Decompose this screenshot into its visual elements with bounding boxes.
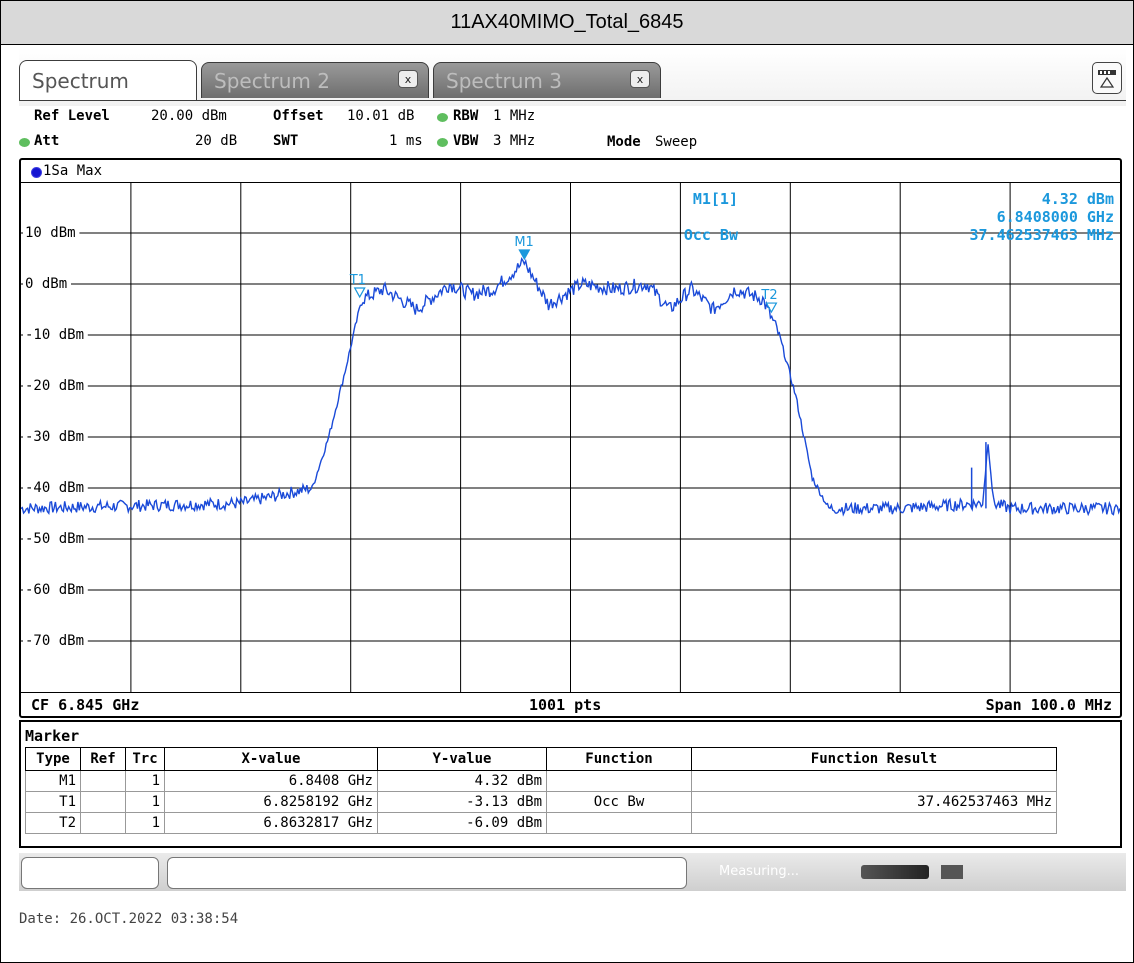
att-value: 20 dB — [195, 133, 238, 149]
mode-value: Sweep — [655, 134, 698, 150]
column-header: Type — [25, 747, 81, 771]
marker-readout-value: 4.32 dBm — [1041, 190, 1114, 208]
y-tick-label: 10 dBm — [25, 225, 76, 241]
y-tick-label-bg — [23, 223, 80, 239]
swt-label: SWT — [273, 133, 299, 149]
marker-t2-label: T2 — [760, 288, 777, 303]
marker-table: Type Ref Trc X-value Y-value Function Fu… — [25, 747, 1057, 834]
rbw-status-icon — [437, 113, 448, 122]
sweep-points: 1001 pts — [529, 696, 602, 714]
table-row[interactable]: M1 1 6.8408 GHz 4.32 dBm — [25, 770, 1057, 792]
y-tick-label: -60 dBm — [25, 582, 84, 598]
y-tick-label-bg — [23, 478, 88, 494]
column-header: Function Result — [691, 747, 1057, 771]
spectrum-trace-chart: 10 dBm 0 dBm -10 dBm -20 dBm -30 dBm -40 dBm -… — [21, 182, 1120, 692]
att-status-icon — [19, 138, 30, 147]
progress-bar — [861, 865, 929, 879]
y-tick-label-bg — [23, 529, 88, 545]
vbw-status-icon — [437, 138, 448, 147]
y-tick-label: -20 dBm — [25, 378, 84, 394]
tab-label: Spectrum 2 — [214, 68, 330, 93]
marker-t1-label: T1 — [349, 273, 366, 288]
y-tick-label: -40 dBm — [25, 480, 84, 496]
status-button-left[interactable] — [21, 857, 159, 889]
function-readout-name: Occ Bw — [683, 226, 738, 244]
display-toggle-button[interactable] — [1092, 62, 1122, 94]
marker-readout-freq: 6.8408000 GHz — [996, 208, 1114, 226]
frequency-span: Span 100.0 MHz — [985, 696, 1112, 714]
marker-m1-symbol — [518, 249, 531, 261]
y-tick-label: -70 dBm — [25, 633, 84, 649]
marker-m1-label: M1 — [514, 235, 534, 250]
tab-label: Spectrum — [32, 68, 129, 93]
indicator-icon — [941, 865, 963, 879]
close-tab-icon[interactable]: x — [398, 70, 418, 88]
function-readout-value: 37.462537463 MHz — [969, 226, 1115, 244]
table-row[interactable]: T1 1 6.8258192 GHz -3.13 dBm Occ Bw 37.4… — [25, 791, 1057, 813]
y-tick-label: -10 dBm — [25, 327, 84, 343]
marker-t2-symbol — [765, 302, 778, 314]
measuring-status: Measuring... — [719, 864, 800, 879]
marker-t1-symbol — [353, 287, 366, 299]
rbw-label: RBW — [453, 108, 479, 124]
y-tick-label: 0 dBm — [25, 276, 67, 292]
status-bar: Measuring... — [19, 853, 1126, 891]
tab-label: Spectrum 3 — [446, 68, 562, 93]
trace-indicator-icon — [31, 167, 42, 178]
y-tick-label-bg — [23, 376, 88, 392]
center-frequency: CF 6.845 GHz — [31, 696, 140, 714]
y-tick-label-bg — [23, 427, 88, 443]
ref-level-value: 20.00 dBm — [151, 108, 227, 124]
analyzer-screen: Spectrum Spectrum 2 x Spectrum 3 x Ref L… — [19, 48, 1126, 901]
capture-date: Date: 26.OCT.2022 03:38:54 — [19, 911, 239, 927]
y-tick-label: -50 dBm — [25, 531, 84, 547]
offset-value: 10.01 dB — [347, 108, 415, 124]
marker-table-panel: Marker Type Ref Trc X-value Y-value Func… — [19, 720, 1122, 848]
window-title: 11AX40MIMO_Total_6845 — [1, 1, 1133, 45]
column-header: Ref — [80, 747, 126, 771]
mode-label: Mode — [607, 134, 641, 150]
trace-label: 1Sa Max — [43, 163, 103, 179]
column-header: Function — [546, 747, 692, 771]
y-tick-label-bg — [23, 274, 71, 290]
spectrum-plot[interactable]: 1Sa Max 10 dBm 0 dBm -10 dBm -20 dBm -30 dBm… — [19, 158, 1122, 718]
trace-line — [21, 257, 1120, 517]
tab-spectrum[interactable]: Spectrum — [19, 60, 197, 100]
close-tab-icon[interactable]: x — [630, 70, 650, 88]
marker-table-header: Type Ref Trc X-value Y-value Function Fu… — [25, 747, 1057, 771]
y-tick-label-bg — [23, 631, 88, 647]
display-toggle-icon — [1098, 70, 1116, 88]
column-header: X-value — [164, 747, 378, 771]
ref-level-label: Ref Level — [34, 108, 110, 124]
marker-table-title: Marker — [25, 727, 80, 745]
rbw-value: 1 MHz — [493, 108, 536, 124]
marker-readout-name: M1[1] — [692, 190, 738, 208]
y-tick-label-bg — [23, 325, 88, 341]
att-label: Att — [34, 133, 60, 149]
tab-spectrum-2[interactable]: Spectrum 2 x — [201, 62, 429, 98]
vbw-value: 3 MHz — [493, 133, 536, 149]
swt-value: 1 ms — [389, 133, 423, 149]
column-header: Trc — [125, 747, 165, 771]
vbw-label: VBW — [453, 133, 479, 149]
y-tick-label-bg — [23, 580, 88, 596]
table-row[interactable]: T2 1 6.8632817 GHz -6.09 dBm — [25, 812, 1057, 834]
y-tick-label: -30 dBm — [25, 429, 84, 445]
column-header: Y-value — [377, 747, 547, 771]
tab-spectrum-3[interactable]: Spectrum 3 x — [433, 62, 661, 98]
offset-label: Offset — [273, 108, 324, 124]
status-message-field — [167, 857, 687, 889]
